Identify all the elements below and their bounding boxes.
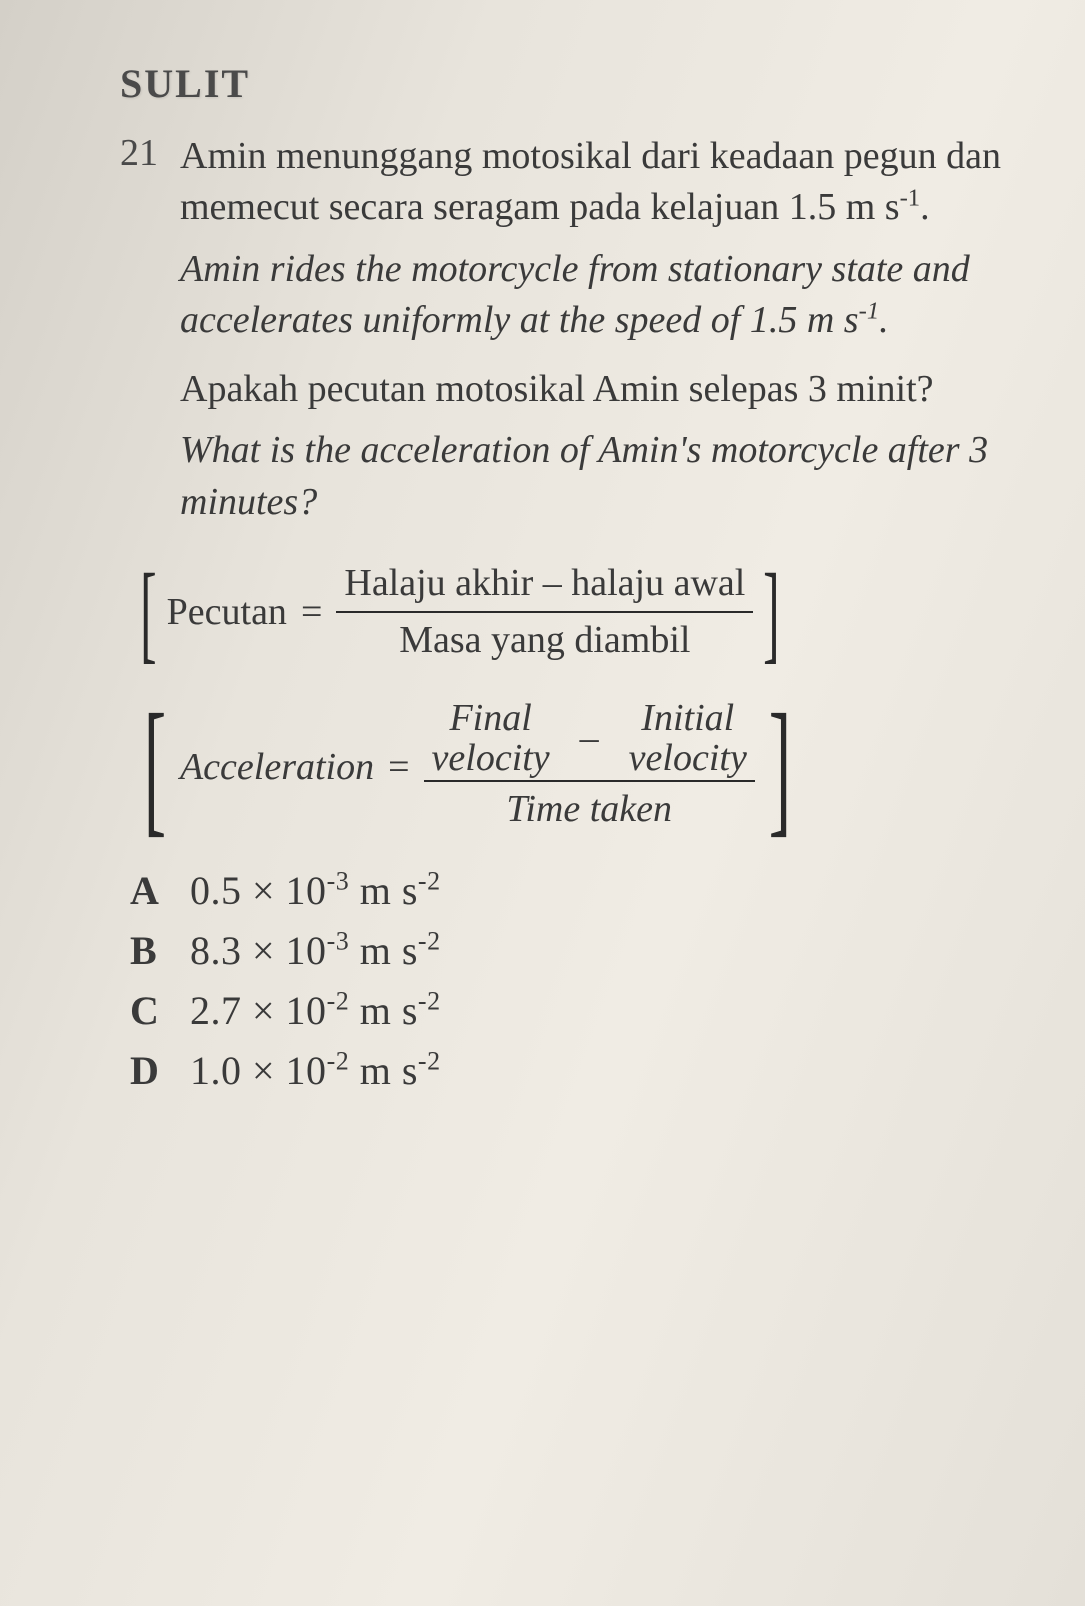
exp: -3 — [327, 866, 350, 895]
exp: -3 — [327, 926, 350, 955]
question-english: What is the acceleration of Amin's motor… — [180, 425, 1015, 528]
question-body: Amin menunggang motosikal dari keadaan p… — [180, 131, 1015, 1104]
velocity-label: velocity — [629, 739, 747, 779]
bracket-right: ] — [763, 568, 779, 656]
equals-sign: = — [301, 587, 322, 638]
formula-inner: Acceleration = Final velocity – Initial … — [180, 697, 755, 838]
formula-inner: Pecutan = Halaju akhir – halaju awal Mas… — [167, 556, 754, 669]
unit-exp: -2 — [418, 866, 441, 895]
bracket-left: [ — [144, 707, 166, 827]
option-value: 1.0 × 10-2 m s-2 — [190, 1044, 441, 1098]
stem-malay: Amin menunggang motosikal dari keadaan p… — [180, 131, 1015, 234]
formula-lhs: Pecutan — [167, 587, 287, 638]
option-letter: B — [130, 924, 190, 978]
initial-velocity-stack: Initial velocity — [629, 699, 747, 779]
option-c[interactable]: C 2.7 × 10-2 m s-2 — [130, 984, 1015, 1038]
equals-sign: = — [388, 742, 409, 793]
coeff: 2.7 — [190, 988, 242, 1033]
stem-english: Amin rides the motorcycle from stationar… — [180, 244, 1015, 347]
fraction-denominator: Masa yang diambil — [391, 613, 698, 668]
final-label: Final — [449, 699, 531, 739]
question-block: 21 Amin menunggang motosikal dari keadaa… — [120, 131, 1015, 1104]
option-value: 0.5 × 10-3 m s-2 — [190, 864, 441, 918]
exp: -2 — [327, 986, 350, 1015]
formula-malay: [ Pecutan = Halaju akhir – halaju awal M… — [130, 556, 1015, 669]
option-letter: D — [130, 1044, 190, 1098]
formula-lhs: Acceleration — [180, 742, 374, 793]
fraction-numerator: Final velocity – Initial velocity — [424, 697, 755, 781]
bracket-left: [ — [140, 568, 156, 656]
initial-label: Initial — [641, 699, 734, 739]
stem-malay-text: Amin menunggang motosikal dari keadaan p… — [180, 135, 1001, 228]
option-d[interactable]: D 1.0 × 10-2 m s-2 — [130, 1044, 1015, 1098]
unit-sup: -1 — [900, 185, 921, 212]
question-malay: Apakah pecutan motosikal Amin selepas 3 … — [180, 364, 1015, 415]
option-b[interactable]: B 8.3 × 10-3 m s-2 — [130, 924, 1015, 978]
stem-english-text: Amin rides the motorcycle from stationar… — [180, 248, 970, 341]
velocity-label: velocity — [432, 739, 550, 779]
stem-english-end: . — [879, 299, 889, 341]
bracket-right: ] — [769, 707, 791, 827]
exp: -2 — [327, 1046, 350, 1075]
option-value: 8.3 × 10-3 m s-2 — [190, 924, 441, 978]
coeff: 1.0 — [190, 1048, 242, 1093]
minus-sign: – — [580, 713, 599, 764]
answer-options: A 0.5 × 10-3 m s-2 B 8.3 × 10-3 m s-2 C … — [130, 864, 1015, 1098]
fraction: Halaju akhir – halaju awal Masa yang dia… — [336, 556, 753, 669]
unit-exp: -2 — [418, 986, 441, 1015]
coeff: 8.3 — [190, 928, 242, 973]
unit-sup: -1 — [859, 297, 880, 324]
option-a[interactable]: A 0.5 × 10-3 m s-2 — [130, 864, 1015, 918]
fraction: Final velocity – Initial velocity Time t… — [424, 697, 755, 838]
option-letter: A — [130, 864, 190, 918]
final-velocity-stack: Final velocity — [432, 699, 550, 779]
unit-exp: -2 — [418, 926, 441, 955]
page-header: SULIT — [120, 60, 1015, 107]
unit-exp: -2 — [418, 1046, 441, 1075]
exam-page: SULIT 21 Amin menunggang motosikal dari … — [0, 0, 1085, 1144]
option-letter: C — [130, 984, 190, 1038]
option-value: 2.7 × 10-2 m s-2 — [190, 984, 441, 1038]
question-number: 21 — [120, 131, 180, 175]
fraction-numerator: Halaju akhir – halaju awal — [336, 556, 753, 611]
fraction-denominator: Time taken — [498, 782, 680, 837]
formula-english: [ Acceleration = Final velocity – Initia — [130, 697, 1015, 838]
stem-malay-end: . — [920, 186, 930, 228]
coeff: 0.5 — [190, 868, 242, 913]
